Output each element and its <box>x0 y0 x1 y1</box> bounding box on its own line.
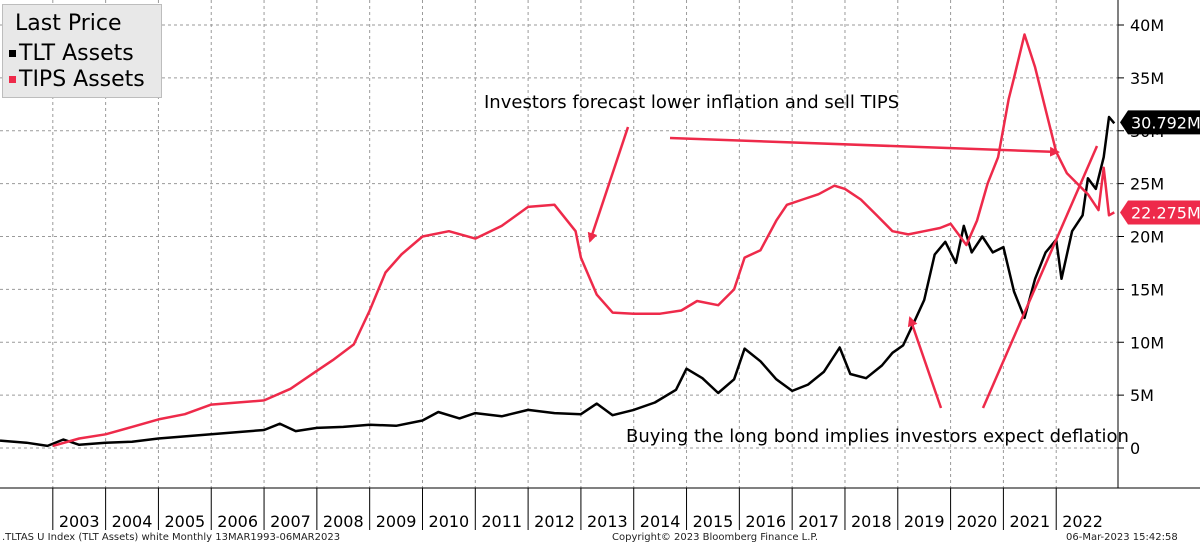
tips-swatch <box>9 76 16 83</box>
arrow-to-tips-drop <box>587 126 630 243</box>
last-value-labels: 30.792M 22.275M <box>1120 110 1200 225</box>
arrow-to-tlt-rise <box>907 316 943 409</box>
legend-label-tlt: TLT Assets <box>19 41 134 66</box>
x-tick-label-2017: 2017 <box>798 512 839 531</box>
footer-source: .TLTAS U Index (TLT Assets) white Monthl… <box>2 532 341 543</box>
y-tick-label-35M: 35M <box>1130 69 1164 88</box>
last-value-label-tlt: 30.792M <box>1131 113 1200 132</box>
y-tick-label-10M: 10M <box>1130 333 1164 352</box>
x-tick-label-2010: 2010 <box>429 512 470 531</box>
last-value-flag-tips <box>1120 200 1200 225</box>
last-value-label-tips: 22.275M <box>1131 203 1200 222</box>
legend-label-tips: TIPS Assets <box>19 67 145 92</box>
x-tick-label-2005: 2005 <box>164 512 205 531</box>
x-tick-label-2004: 2004 <box>112 512 153 531</box>
x-tick-label-2007: 2007 <box>270 512 311 531</box>
last-value-tlt: 30.792M <box>1120 110 1200 135</box>
y-tick-label-20M: 20M <box>1130 228 1164 247</box>
x-tick-label-2003: 2003 <box>59 512 100 531</box>
x-axis-ticks: 2003 2004 2005 2006 2007 2008 2009 2010 2011 2012… <box>52 488 1103 531</box>
x-tick-label-2018: 2018 <box>851 512 892 531</box>
tlt-swatch <box>9 50 16 57</box>
footer-copyright: Copyright© 2023 Bloomberg Finance L.P. <box>612 532 819 543</box>
x-tick-label-2006: 2006 <box>217 512 258 531</box>
x-tick-label-2022: 2022 <box>1062 512 1103 531</box>
y-tick-label-15M: 15M <box>1130 280 1164 299</box>
y-axis-ticks: 05M10M15M20M25M30M35M40M <box>1118 16 1164 458</box>
annotation-bottom: Buying the long bond implies investors e… <box>626 426 1129 447</box>
legend-item-tips: TIPS Assets <box>9 67 145 92</box>
y-tick-label-0: 0 <box>1130 439 1140 458</box>
y-tick-label-5M: 5M <box>1130 386 1154 405</box>
grid-lines <box>0 0 1118 488</box>
x-tick-label-2015: 2015 <box>693 512 734 531</box>
x-tick-label-2012: 2012 <box>534 512 575 531</box>
x-tick-label-2019: 2019 <box>904 512 945 531</box>
footer-timestamp: 06-Mar-2023 15:42:58 <box>1066 532 1178 543</box>
legend-item-tlt: TLT Assets <box>9 41 134 66</box>
y-tick-label-25M: 25M <box>1130 175 1164 194</box>
x-tick-label-2009: 2009 <box>376 512 417 531</box>
x-tick-label-2014: 2014 <box>640 512 681 531</box>
legend: Last Price TLT Assets TIPS Assets <box>2 4 162 98</box>
x-tick-label-2016: 2016 <box>745 512 786 531</box>
x-tick-label-2020: 2020 <box>957 512 998 531</box>
arrow-to-tips-peak <box>669 136 1060 157</box>
arrow-to-tlt-peak <box>981 145 1099 409</box>
y-tick-label-40M: 40M <box>1130 16 1164 35</box>
annotation-top: Investors forecast lower inflation and s… <box>484 92 900 113</box>
annotation-arrows <box>587 126 1099 409</box>
x-tick-label-2021: 2021 <box>1009 512 1050 531</box>
legend-title: Last Price <box>15 11 122 36</box>
x-tick-label-2011: 2011 <box>481 512 522 531</box>
series-line-tlt <box>0 115 1116 448</box>
last-value-flag-tlt <box>1120 110 1200 135</box>
series-group <box>0 33 1116 448</box>
last-value-tips: 22.275M <box>1120 200 1200 225</box>
series-line-tips <box>52 33 1115 448</box>
x-tick-label-2008: 2008 <box>323 512 364 531</box>
x-tick-label-2013: 2013 <box>587 512 628 531</box>
